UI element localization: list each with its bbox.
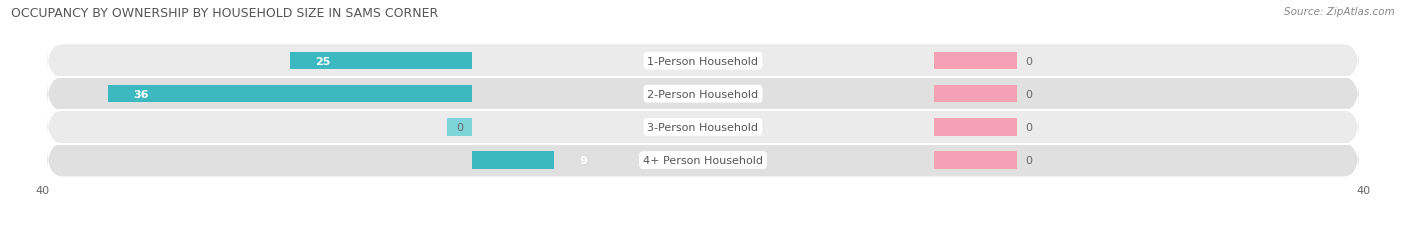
Text: 3-Person Household: 3-Person Household bbox=[648, 122, 758, 132]
Bar bbox=[108, 86, 471, 103]
FancyBboxPatch shape bbox=[48, 144, 1358, 177]
Bar bbox=[447, 119, 471, 136]
Text: 4+ Person Household: 4+ Person Household bbox=[643, 155, 763, 165]
Text: OCCUPANCY BY OWNERSHIP BY HOUSEHOLD SIZE IN SAMS CORNER: OCCUPANCY BY OWNERSHIP BY HOUSEHOLD SIZE… bbox=[11, 7, 439, 20]
Text: 25: 25 bbox=[315, 56, 330, 66]
Text: 9: 9 bbox=[579, 155, 586, 165]
Bar bbox=[471, 152, 554, 169]
FancyBboxPatch shape bbox=[48, 111, 1358, 144]
Text: Source: ZipAtlas.com: Source: ZipAtlas.com bbox=[1284, 7, 1395, 17]
Text: 36: 36 bbox=[134, 89, 149, 99]
Bar bbox=[934, 119, 1017, 136]
Text: 0: 0 bbox=[1025, 155, 1032, 165]
Text: 0: 0 bbox=[1025, 122, 1032, 132]
Bar bbox=[290, 53, 471, 70]
Text: 2-Person Household: 2-Person Household bbox=[647, 89, 759, 99]
Bar bbox=[934, 53, 1017, 70]
Text: 0: 0 bbox=[1025, 56, 1032, 66]
FancyBboxPatch shape bbox=[48, 45, 1358, 78]
Text: 0: 0 bbox=[457, 122, 464, 132]
Text: 0: 0 bbox=[1025, 89, 1032, 99]
FancyBboxPatch shape bbox=[48, 78, 1358, 111]
Bar bbox=[934, 86, 1017, 103]
Bar bbox=[934, 152, 1017, 169]
Text: 1-Person Household: 1-Person Household bbox=[648, 56, 758, 66]
